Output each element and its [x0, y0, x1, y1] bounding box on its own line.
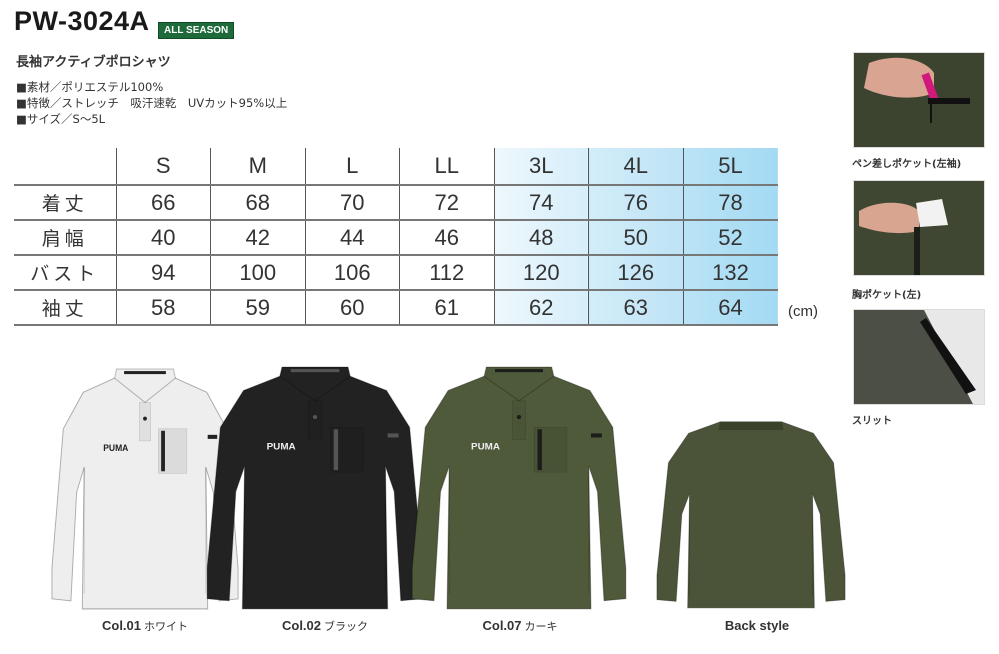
measure-label: バスト: [14, 254, 116, 290]
size-value: 94: [115, 254, 211, 290]
product-name: 長袖アクティブポロシャツ: [16, 55, 171, 70]
color-name: ホワイト: [144, 620, 189, 633]
size-header: S: [115, 148, 211, 185]
shirt-back-view: [655, 412, 847, 612]
size-header: 5L: [682, 148, 778, 185]
size-value: 60: [304, 289, 400, 326]
color-caption-white: Col.01 ホワイト: [102, 618, 188, 634]
size-value: 42: [210, 219, 305, 255]
shirt-illustration: PUMA: [206, 366, 424, 610]
size-value: 58: [115, 289, 211, 326]
size-header: 3L: [493, 148, 589, 185]
size-value: 50: [588, 219, 683, 255]
size-value: 120: [493, 254, 589, 290]
color-name: カーキ: [524, 620, 558, 633]
size-value: 52: [682, 219, 778, 255]
slit-photo: [853, 309, 985, 405]
shirt-khaki-front: PUMA: [410, 364, 628, 614]
size-value: 61: [399, 289, 494, 326]
chest-pocket-caption: 胸ポケット(左): [852, 290, 922, 301]
svg-text:PUMA: PUMA: [103, 443, 129, 453]
spec-material: ■素材／ポリエステル100%: [16, 80, 164, 94]
measure-label: 着丈: [14, 184, 116, 220]
back-style-caption: Back style: [725, 618, 789, 633]
size-value: 64: [682, 289, 778, 326]
pen-pocket-image: [854, 53, 984, 147]
size-value: 126: [588, 254, 683, 290]
size-value: 68: [210, 184, 305, 220]
slit-image: [854, 310, 984, 404]
size-value: 72: [399, 184, 494, 220]
color-code: Col.01: [101, 618, 142, 633]
shirt-black-front: PUMA: [205, 364, 425, 614]
color-caption-black: Col.02 ブラック: [282, 618, 368, 634]
shirt-white-front: PUMA: [50, 366, 240, 614]
unit-label: (cm): [788, 303, 818, 320]
size-row: 肩幅 40 42 44 46 48 50 52: [14, 219, 778, 255]
size-header: 4L: [588, 148, 683, 185]
spec-features: ■特徴／ストレッチ 吸汗速乾 UVカット95%以上: [16, 96, 288, 110]
color-code: Col.02: [281, 618, 322, 633]
product-code: PW-3024A: [14, 6, 150, 36]
chest-pocket-image: [854, 181, 984, 275]
slit-caption: スリット: [852, 416, 892, 427]
spec-sizes: ■サイズ／S〜5L: [16, 112, 106, 126]
size-value: 44: [304, 219, 400, 255]
size-value: 66: [115, 184, 211, 220]
pen-pocket-caption: ペン差しポケット(左袖): [852, 159, 962, 170]
shirt-illustration: PUMA: [411, 366, 627, 610]
size-value: 70: [304, 184, 400, 220]
size-value: 78: [682, 184, 778, 220]
size-value: 48: [493, 219, 589, 255]
color-code: Col.07: [482, 618, 522, 633]
size-value: 62: [493, 289, 589, 326]
size-row: 袖丈 58 59 60 61 62 63 64: [14, 289, 778, 326]
size-value: 40: [115, 219, 211, 255]
size-value: 59: [210, 289, 305, 326]
svg-text:PUMA: PUMA: [471, 442, 500, 453]
size-table: S M L LL 3L 4L 5L 着丈 66 68 70 72 74 76 78 肩幅 40 42…: [14, 148, 778, 326]
corner-cell: [14, 148, 116, 185]
size-value: 132: [682, 254, 778, 290]
size-value: 112: [399, 254, 494, 290]
size-row: バスト 94 100 106 112 120 126 132: [14, 254, 778, 290]
size-value: 46: [399, 219, 494, 255]
size-value: 63: [588, 289, 683, 326]
size-value: 74: [493, 184, 589, 220]
shirt-illustration: [656, 421, 846, 609]
svg-text:PUMA: PUMA: [267, 442, 296, 453]
pen-pocket-photo: [853, 52, 985, 148]
size-value: 106: [304, 254, 400, 290]
size-header-row: S M L LL 3L 4L 5L: [14, 148, 778, 185]
color-name: ブラック: [324, 620, 369, 633]
size-header: L: [304, 148, 400, 185]
color-caption-khaki: Col.07 カーキ: [482, 618, 557, 634]
back-style-label: Back style: [724, 618, 790, 633]
size-value: 100: [210, 254, 305, 290]
size-header: M: [210, 148, 305, 185]
shirt-illustration: PUMA: [51, 368, 239, 610]
measure-label: 肩幅: [14, 219, 116, 255]
size-value: 76: [588, 184, 683, 220]
measure-label: 袖丈: [14, 289, 116, 326]
season-badge: ALL SEASON: [158, 22, 235, 39]
size-header: LL: [399, 148, 494, 185]
chest-pocket-photo: [853, 180, 985, 276]
size-row: 着丈 66 68 70 72 74 76 78: [14, 184, 778, 220]
